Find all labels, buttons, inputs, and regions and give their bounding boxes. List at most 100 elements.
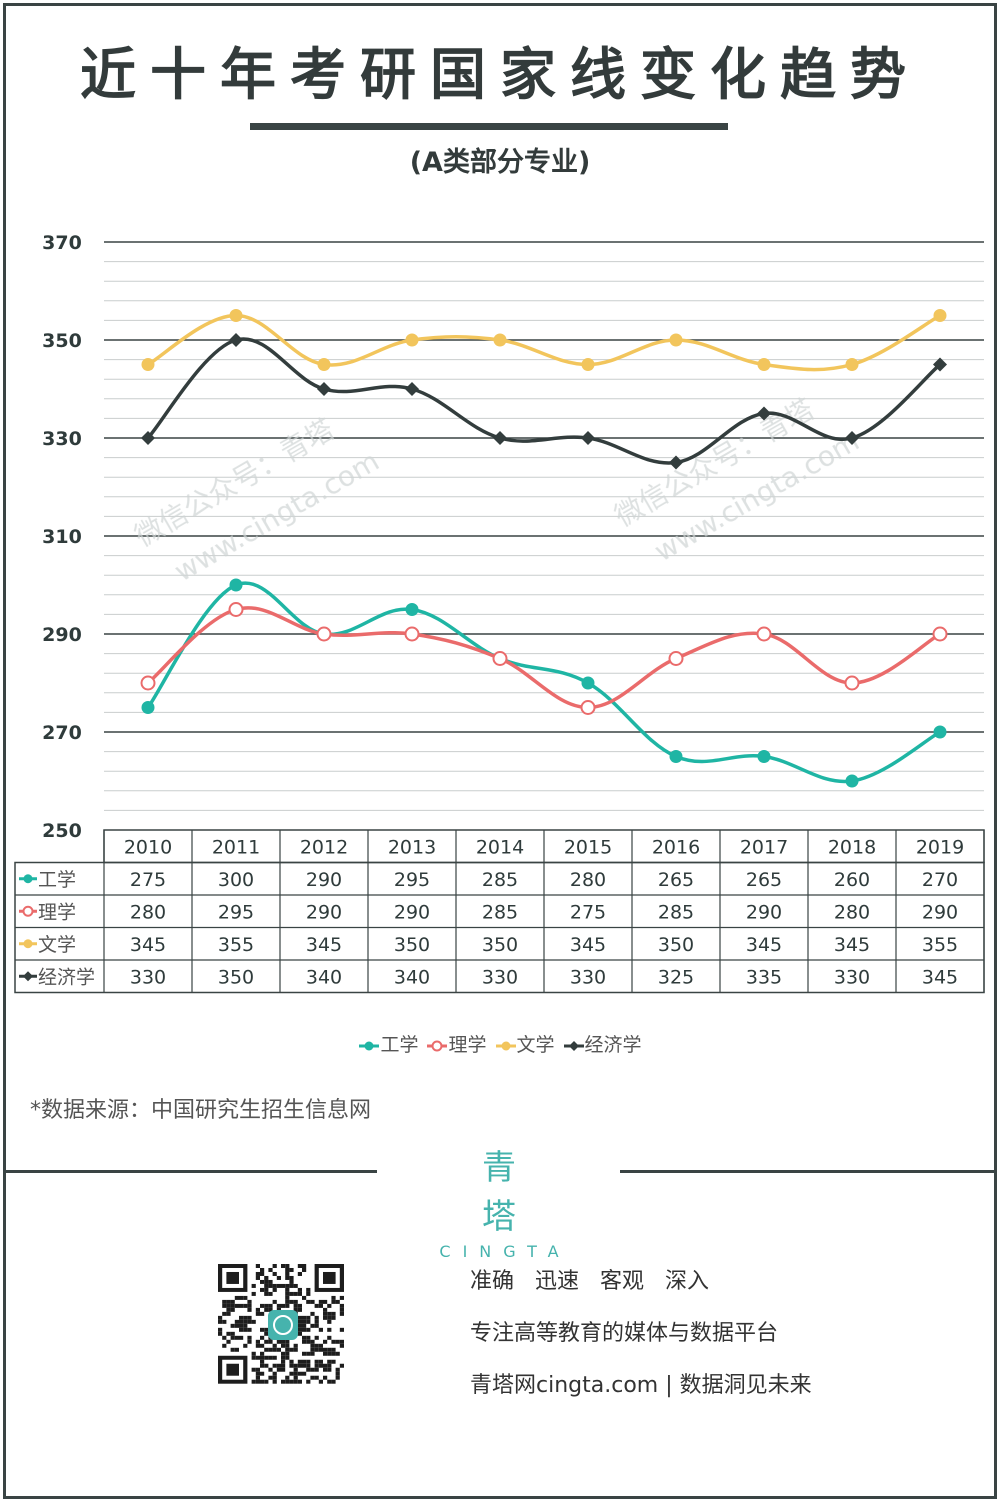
qr-module [339, 1363, 344, 1368]
qr-module [251, 1283, 256, 1288]
data-point [581, 431, 595, 445]
qr-module [243, 1303, 248, 1308]
qr-module [285, 1351, 290, 1356]
table-cell-value: 355 [922, 934, 958, 956]
tagline-values: 准确 迅速 客观 深入 [470, 1269, 709, 1294]
y-tick-label: 270 [42, 722, 82, 744]
qr-module [251, 1291, 256, 1296]
qr-module [331, 1379, 336, 1384]
qr-module [285, 1379, 290, 1384]
data-point [757, 358, 771, 371]
qr-module [327, 1335, 332, 1340]
qr-module [264, 1283, 269, 1288]
qr-module [293, 1303, 298, 1308]
qr-module [272, 1347, 277, 1352]
qr-module [285, 1299, 290, 1304]
qr-module [218, 1327, 223, 1332]
qr-module [239, 1327, 244, 1332]
qr-module [285, 1339, 290, 1344]
qr-module [243, 1295, 248, 1300]
legend-marker [431, 1040, 443, 1051]
qr-module [255, 1355, 260, 1360]
qr-module [339, 1343, 344, 1348]
table-cell-value: 290 [306, 901, 342, 923]
qr-module [264, 1347, 269, 1352]
qr-module [281, 1343, 286, 1348]
qr-module [276, 1339, 281, 1344]
data-source-note: *数据来源：中国研究生招生信息网 [30, 1098, 372, 1123]
qr-module [264, 1291, 269, 1296]
qr-module [264, 1279, 269, 1284]
qr-module [314, 1335, 319, 1340]
data-point [405, 333, 419, 347]
qr-module [243, 1315, 248, 1320]
legend-marker-icon [427, 1040, 448, 1051]
data-point [493, 333, 507, 347]
qr-module [260, 1355, 265, 1360]
table-cell-value: 340 [394, 966, 430, 988]
qr-module [314, 1303, 319, 1308]
qr-module [323, 1315, 328, 1320]
table-cell-value: 285 [658, 901, 694, 923]
table-row-label: 经济学 [19, 966, 95, 988]
qr-logo-ring [273, 1315, 293, 1335]
qr-module [310, 1367, 315, 1372]
qr-module [260, 1351, 265, 1356]
qr-module [318, 1363, 323, 1368]
qr-module [293, 1379, 298, 1384]
series-line [146, 581, 941, 784]
qr-module [323, 1367, 328, 1372]
qr-module [230, 1335, 235, 1340]
qr-module [339, 1307, 344, 1312]
qr-module [314, 1319, 319, 1324]
qr-module [297, 1331, 302, 1336]
data-point [316, 626, 332, 642]
qr-module [335, 1371, 340, 1376]
footer-divider-left [5, 1170, 377, 1173]
qr-module [323, 1363, 328, 1368]
table-cell-value: 265 [658, 869, 694, 891]
qr-module [289, 1291, 294, 1296]
qr-module [255, 1275, 260, 1280]
qr-module [323, 1351, 328, 1356]
qr-module [327, 1327, 332, 1332]
legend-label: 理学 [448, 1034, 487, 1056]
data-point [757, 406, 771, 421]
qr-module [297, 1327, 302, 1332]
qr-module [281, 1264, 286, 1268]
qr-module [297, 1379, 302, 1384]
x-tick-label: 2016 [652, 836, 700, 858]
series-line [146, 337, 942, 465]
qr-module [306, 1335, 311, 1340]
qr-module [260, 1359, 265, 1364]
qr-finder-inner [226, 1271, 239, 1284]
table-cell-value: 345 [922, 966, 958, 988]
table-cell-value: 270 [922, 869, 958, 891]
x-tick-label: 2015 [564, 836, 612, 858]
qr-module [289, 1275, 294, 1280]
qr-module [272, 1283, 277, 1288]
qr-module [335, 1339, 340, 1344]
qr-module [297, 1323, 302, 1328]
table-cell-value: 350 [394, 934, 430, 956]
qr-module [323, 1307, 328, 1312]
row-legend-marker [23, 939, 33, 949]
qr-module [218, 1319, 223, 1324]
data-point [845, 774, 859, 788]
qr-module [297, 1307, 302, 1312]
qr-module [222, 1319, 227, 1324]
data-point [669, 455, 683, 470]
legend-item: 工学 [358, 1030, 418, 1057]
qr-code[interactable] [216, 1262, 350, 1388]
qr-module [247, 1327, 252, 1332]
data-point [933, 357, 947, 372]
data-point [404, 626, 420, 642]
qr-module [260, 1327, 265, 1332]
data-point [492, 651, 508, 666]
qr-module [255, 1371, 260, 1376]
qr-module [314, 1359, 319, 1364]
qr-module [302, 1327, 307, 1332]
qr-module [272, 1264, 277, 1268]
qr-module [293, 1371, 298, 1376]
qr-module [302, 1315, 307, 1320]
